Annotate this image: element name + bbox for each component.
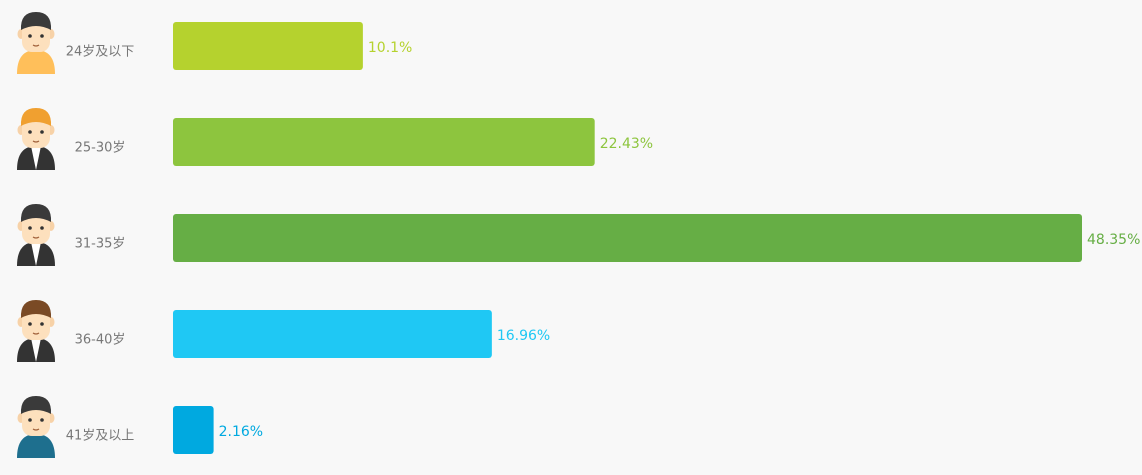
avatar-collar: [31, 338, 41, 362]
avatar: [17, 108, 55, 170]
value-label: 16.96%: [497, 328, 550, 344]
avatar-eye: [40, 322, 44, 326]
avatar-body: [17, 50, 55, 74]
bar: [173, 22, 363, 70]
avatar-mouth: [32, 332, 40, 335]
avatar: [17, 12, 55, 74]
avatar-eye: [40, 34, 44, 38]
avatar-eye: [28, 418, 32, 422]
category-label: 36-40岁: [75, 333, 126, 348]
avatar-body: [17, 434, 55, 458]
value-label: 48.35%: [1087, 232, 1140, 248]
avatar-mouth: [32, 428, 40, 431]
bar: [173, 406, 214, 454]
avatar-eye: [40, 418, 44, 422]
bar: [173, 310, 492, 358]
category-label: 41岁及以上: [66, 429, 135, 444]
avatar-eye: [28, 34, 32, 38]
avatar-collar: [31, 242, 41, 266]
avatar-eye: [28, 322, 32, 326]
avatar-mouth: [32, 140, 40, 143]
avatar: [17, 300, 55, 362]
avatar-hair: [20, 204, 52, 222]
avatar-eye: [40, 226, 44, 230]
category-label: 24岁及以下: [66, 45, 135, 60]
avatar-hair: [20, 300, 52, 318]
avatar-mouth: [32, 236, 40, 239]
avatar-eye: [28, 130, 32, 134]
value-label: 10.1%: [368, 40, 412, 56]
avatar-hair: [20, 396, 52, 414]
avatar-hair: [20, 12, 52, 30]
bar: [173, 214, 1082, 262]
avatar-collar: [31, 146, 41, 170]
value-label: 2.16%: [219, 424, 263, 440]
avatar: [17, 204, 55, 266]
avatar-eye: [28, 226, 32, 230]
avatar-hair: [20, 108, 52, 126]
avatar-mouth: [32, 44, 40, 47]
value-label: 22.43%: [600, 136, 653, 152]
avatar-eye: [40, 130, 44, 134]
bar: [173, 118, 595, 166]
category-label: 25-30岁: [75, 141, 126, 156]
category-label: 31-35岁: [75, 237, 126, 252]
avatar: [17, 396, 55, 458]
